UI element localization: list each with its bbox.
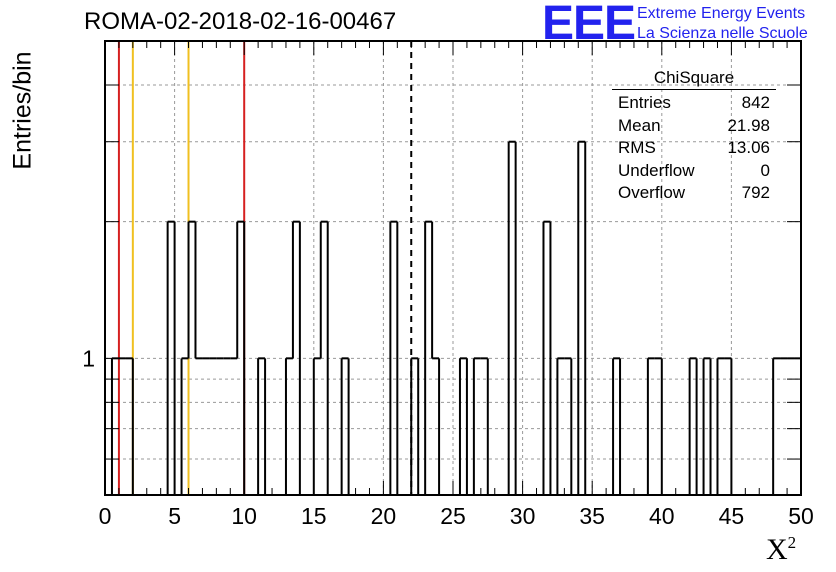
- tick-labels: 0 5 10 15 20 25 30 35 40 45 50 1: [82, 345, 814, 529]
- y-axis-label: Entries/bin: [8, 51, 37, 170]
- x-tick-label: 25: [440, 503, 466, 529]
- stats-row-entries: Entries 842: [618, 93, 770, 112]
- x-tick-label: 0: [99, 503, 112, 529]
- x-tick-label: 45: [719, 503, 745, 529]
- stats-row-rms: RMS 13.06: [618, 138, 770, 157]
- x-tick-label: 40: [649, 503, 675, 529]
- x-axis-label: X2: [766, 533, 797, 566]
- x-tick-label: 50: [788, 503, 814, 529]
- stats-title: ChiSquare: [612, 68, 776, 90]
- x-tick-label: 5: [168, 503, 181, 529]
- y-tick-label: 1: [82, 345, 95, 371]
- run-title: ROMA-02-2018-02-16-00467: [84, 8, 397, 35]
- x-tick-label: 35: [579, 503, 605, 529]
- stats-row-overflow: Overflow 792: [618, 183, 770, 202]
- eee-logo: EEE: [542, 0, 636, 50]
- axis-ticks: [104, 40, 802, 496]
- x-tick-label: 10: [231, 503, 257, 529]
- logo-subtitle-1: Extreme Energy Events: [637, 5, 806, 22]
- stats-box: ChiSquare Entries 842 Mean 21.98 RMS 13.06 …: [612, 68, 776, 205]
- x-tick-label: 30: [510, 503, 536, 529]
- stats-row-underflow: Underflow 0: [618, 160, 770, 180]
- logo-subtitle-2: La Scienza nelle Scuole: [637, 25, 808, 42]
- stats-row-mean: Mean 21.98: [618, 115, 770, 135]
- x-tick-label: 20: [371, 503, 397, 529]
- histogram-bars: [110, 140, 802, 495]
- x-tick-label: 15: [301, 503, 327, 529]
